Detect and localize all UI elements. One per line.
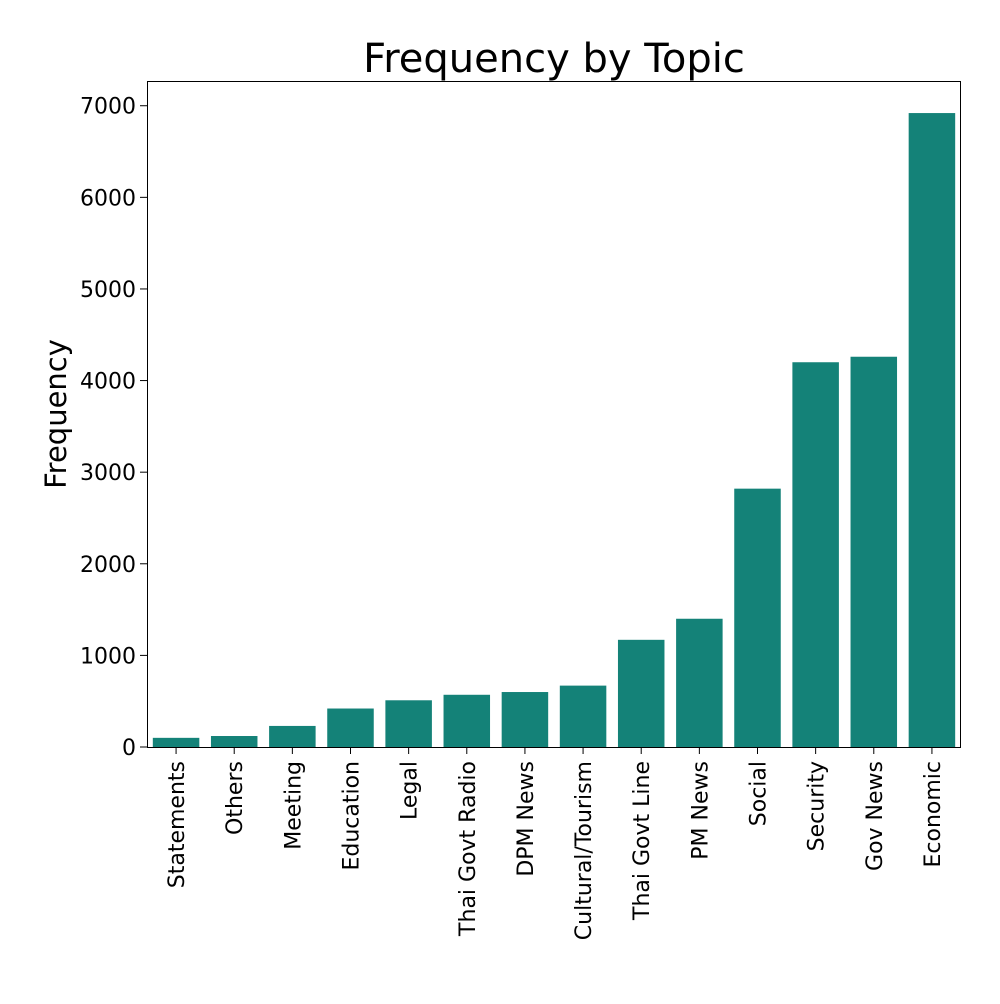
x-tick-label: Economic <box>921 761 946 868</box>
x-tick-label: PM News <box>688 761 713 860</box>
bar-social <box>734 488 781 747</box>
plot-frame <box>147 81 961 748</box>
bar-meeting <box>269 725 316 747</box>
y-tick-label: 6000 <box>80 186 136 211</box>
bar-thai-govt-radio <box>443 694 491 747</box>
x-tick-label: Education <box>340 761 365 871</box>
x-tick-label: DPM News <box>514 761 539 877</box>
chart-title: Frequency by Topic <box>363 36 745 82</box>
x-tick-label: Social <box>747 761 772 826</box>
bar-pm-news <box>676 618 723 747</box>
y-tick-label: 5000 <box>80 278 136 303</box>
x-tick-label: Meeting <box>281 761 306 850</box>
y-tick-label: 0 <box>122 736 136 761</box>
bar-cultural-tourism <box>559 685 607 747</box>
y-tick-label: 4000 <box>80 370 136 395</box>
x-tick-label: Security <box>805 761 830 851</box>
x-tick-label: Legal <box>398 761 423 820</box>
x-tick-label: Thai Govt Radio <box>456 761 481 937</box>
bar-statements <box>152 737 200 747</box>
bar-others <box>210 736 258 747</box>
y-axis: 0 1000 2000 3000 4000 5000 6000 7000 <box>80 95 147 761</box>
y-tick-label: 3000 <box>80 461 136 486</box>
y-axis-label: Frequency <box>39 339 73 489</box>
x-tick-label: Thai Govt Line <box>630 761 655 921</box>
x-axis: Statements Others Meeting Education Legal Tha… <box>165 747 946 940</box>
bar-legal <box>385 700 432 747</box>
bar-thai-govt-line <box>617 639 665 747</box>
x-tick-label: Others <box>223 761 248 835</box>
y-tick-label: 1000 <box>80 644 136 669</box>
bars-layer <box>152 113 956 747</box>
bar-security <box>792 362 839 747</box>
x-tick-label: Gov News <box>863 761 888 871</box>
y-tick-label: 7000 <box>80 95 136 120</box>
x-tick-label: Cultural/Tourism <box>572 761 597 940</box>
bar-education <box>327 708 374 747</box>
bar-dpm-news <box>501 692 549 747</box>
x-tick-label: Statements <box>165 761 190 888</box>
bar-economic <box>908 113 956 747</box>
bar-gov-news <box>850 356 898 747</box>
y-tick-label: 2000 <box>80 553 136 578</box>
